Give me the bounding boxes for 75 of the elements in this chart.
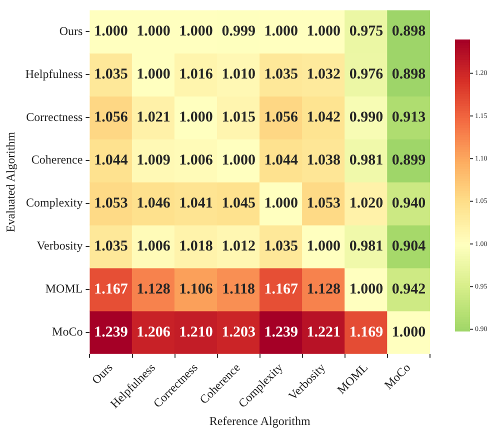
data-label: 0.976 bbox=[349, 66, 384, 83]
data-label: 1.035 bbox=[264, 66, 298, 83]
data-label: 1.000 bbox=[392, 324, 426, 340]
data-label: 1.239 bbox=[264, 324, 298, 340]
data-label: 1.038 bbox=[306, 152, 341, 168]
data-label: 0.904 bbox=[392, 238, 426, 254]
data-label: 1.000 bbox=[94, 24, 128, 40]
data-label: 1.000 bbox=[179, 24, 213, 40]
data-label: 1.118 bbox=[222, 281, 256, 298]
x-axis-title: Reference Algorithm bbox=[209, 414, 312, 428]
data-label: 1.046 bbox=[136, 195, 171, 212]
data-label: 1.000 bbox=[306, 238, 341, 254]
y-tick-label: Correctness bbox=[26, 110, 84, 124]
data-label: 1.210 bbox=[179, 324, 213, 340]
data-label: 0.898 bbox=[392, 24, 426, 40]
data-label: 1.169 bbox=[349, 324, 384, 340]
data-label: 1.035 bbox=[94, 238, 128, 254]
data-label: 1.035 bbox=[94, 66, 128, 83]
data-label: 1.044 bbox=[264, 152, 299, 168]
data-label: 1.128 bbox=[136, 281, 170, 298]
y-tick-label: Coherence bbox=[31, 152, 83, 167]
data-label: 1.000 bbox=[136, 66, 170, 83]
data-label: 0.981 bbox=[349, 152, 384, 168]
y-tick-label: Verbosity bbox=[36, 238, 83, 253]
data-label: 1.000 bbox=[136, 24, 170, 40]
data-label: 1.000 bbox=[264, 195, 298, 212]
data-label: 1.010 bbox=[222, 66, 256, 83]
data-label: 1.045 bbox=[222, 195, 256, 212]
y-tick-label: MoCo bbox=[52, 324, 83, 339]
data-label: 1.206 bbox=[136, 324, 171, 340]
data-label: 1.167 bbox=[94, 281, 128, 298]
data-label: 1.041 bbox=[179, 195, 213, 212]
data-label: 0.898 bbox=[392, 66, 426, 83]
data-label: 1.044 bbox=[94, 152, 128, 168]
data-label: 1.015 bbox=[222, 109, 256, 126]
y-tick-label: Complexity bbox=[26, 196, 83, 210]
data-label: 1.128 bbox=[306, 281, 341, 298]
data-label: 1.167 bbox=[264, 281, 299, 298]
y-tick-label: MOML bbox=[45, 282, 83, 296]
data-label: 0.899 bbox=[392, 152, 426, 168]
data-label: 1.035 bbox=[264, 238, 298, 254]
x-tick-label: Ours bbox=[88, 360, 116, 387]
data-label: 1.000 bbox=[349, 281, 384, 298]
data-label: 0.990 bbox=[349, 109, 384, 126]
data-label: 1.012 bbox=[222, 238, 256, 254]
data-label: 1.203 bbox=[222, 324, 256, 340]
data-label: 1.053 bbox=[94, 195, 128, 212]
data-label: 0.913 bbox=[392, 109, 426, 126]
data-label: 0.999 bbox=[222, 24, 256, 40]
data-label: 0.981 bbox=[349, 238, 384, 254]
y-axis-title: Evaluated Algorithm bbox=[3, 131, 18, 232]
data-label: 0.942 bbox=[392, 281, 426, 298]
data-label: 0.975 bbox=[349, 24, 384, 40]
data-label: 1.032 bbox=[306, 66, 341, 83]
data-label: 1.000 bbox=[222, 152, 256, 168]
data-label: 0.940 bbox=[392, 195, 426, 212]
data-label: 1.056 bbox=[264, 109, 299, 126]
y-tick-label: Ours bbox=[59, 24, 84, 38]
data-label: 1.006 bbox=[136, 238, 171, 254]
y-tick-label: Helpfulness bbox=[25, 66, 84, 81]
data-label: 1.018 bbox=[179, 238, 213, 254]
data-label: 1.042 bbox=[306, 109, 341, 126]
data-label: 1.056 bbox=[94, 109, 128, 126]
data-label: 1.020 bbox=[349, 195, 384, 212]
data-label: 1.106 bbox=[179, 281, 214, 298]
data-label: 1.009 bbox=[136, 152, 170, 168]
data-label: 1.000 bbox=[306, 24, 341, 40]
data-label: 1.016 bbox=[179, 66, 214, 83]
data-label: 1.006 bbox=[179, 152, 214, 168]
data-label: 1.239 bbox=[94, 324, 128, 340]
data-label: 1.221 bbox=[306, 324, 341, 340]
data-label: 1.053 bbox=[306, 195, 341, 212]
data-label: 1.000 bbox=[264, 24, 298, 40]
data-label: 1.000 bbox=[179, 109, 213, 126]
data-label: 1.021 bbox=[136, 109, 170, 126]
